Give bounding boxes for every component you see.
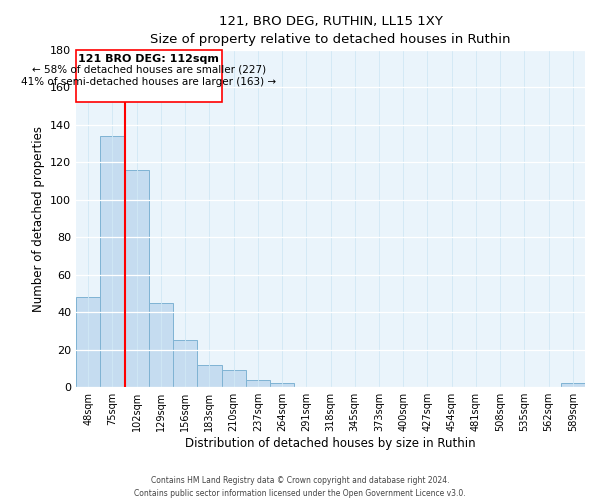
Text: 121 BRO DEG: 112sqm: 121 BRO DEG: 112sqm [79,54,219,64]
Bar [125,170,149,387]
Text: 41% of semi-detached houses are larger (163) →: 41% of semi-detached houses are larger (… [21,77,277,87]
Bar [246,380,270,387]
Bar [173,340,197,387]
X-axis label: Distribution of detached houses by size in Ruthin: Distribution of detached houses by size … [185,437,476,450]
Bar [149,303,173,387]
Title: 121, BRO DEG, RUTHIN, LL15 1XY
Size of property relative to detached houses in R: 121, BRO DEG, RUTHIN, LL15 1XY Size of p… [151,15,511,46]
Bar [100,136,125,387]
Bar [197,364,221,387]
Text: ← 58% of detached houses are smaller (227): ← 58% of detached houses are smaller (22… [32,65,266,75]
Bar [270,384,294,387]
Bar [221,370,246,387]
Bar [76,298,100,387]
Bar [561,384,585,387]
FancyBboxPatch shape [76,50,221,102]
Y-axis label: Number of detached properties: Number of detached properties [32,126,44,312]
Text: Contains HM Land Registry data © Crown copyright and database right 2024.
Contai: Contains HM Land Registry data © Crown c… [134,476,466,498]
